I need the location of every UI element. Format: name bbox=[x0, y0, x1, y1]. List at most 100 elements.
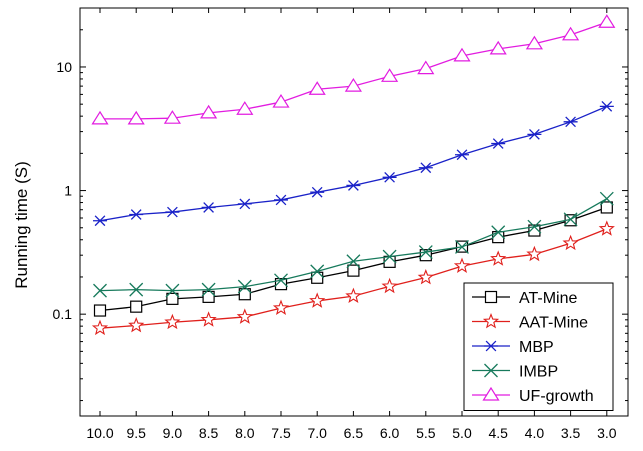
legend-item: MBP bbox=[472, 339, 554, 356]
legend-label: AT-Mine bbox=[519, 290, 577, 307]
legend-box bbox=[463, 282, 614, 411]
x-tick-label: 5.5 bbox=[416, 425, 436, 441]
data-point bbox=[563, 116, 578, 128]
x-tick-label: 9.5 bbox=[126, 425, 146, 441]
data-point bbox=[484, 340, 498, 352]
data-point bbox=[491, 138, 506, 149]
x-tick-label: 4.5 bbox=[488, 425, 508, 441]
data-point bbox=[308, 81, 326, 95]
data-point bbox=[345, 287, 362, 304]
data-point bbox=[382, 171, 397, 183]
data-point bbox=[453, 257, 471, 273]
legend-label: IMBP bbox=[519, 364, 558, 381]
x-tick-label: 4.0 bbox=[525, 425, 545, 441]
data-point bbox=[527, 219, 542, 234]
data-point bbox=[310, 186, 325, 198]
plot-border bbox=[79, 7, 629, 417]
data-point bbox=[163, 110, 181, 124]
x-tick-label: 6.0 bbox=[380, 425, 400, 441]
data-point bbox=[381, 277, 398, 294]
data-point bbox=[599, 191, 614, 206]
data-point bbox=[272, 93, 290, 108]
data-point bbox=[382, 249, 397, 264]
data-point bbox=[236, 308, 253, 324]
data-point bbox=[347, 264, 360, 277]
data-point bbox=[383, 255, 396, 268]
data-point bbox=[202, 290, 215, 303]
y-tick-label: 0.1 bbox=[53, 306, 73, 322]
legend-label: MBP bbox=[519, 339, 554, 356]
data-point bbox=[237, 279, 252, 294]
data-point bbox=[455, 239, 469, 254]
data-point bbox=[346, 254, 361, 269]
data-point bbox=[165, 206, 180, 218]
series-imbp bbox=[93, 191, 614, 298]
y-tick-label: 1 bbox=[64, 183, 72, 199]
data-point bbox=[528, 224, 541, 237]
data-point bbox=[238, 288, 251, 301]
data-point bbox=[201, 202, 216, 213]
x-tick-label: 9.0 bbox=[163, 425, 183, 441]
data-point bbox=[489, 40, 507, 55]
y-tick-label: 10 bbox=[56, 59, 72, 75]
data-point bbox=[128, 316, 145, 333]
data-point bbox=[417, 60, 435, 75]
data-point bbox=[91, 110, 109, 125]
data-point bbox=[311, 271, 324, 284]
y-axis-title: Running time (S) bbox=[12, 161, 31, 289]
data-point bbox=[484, 290, 498, 304]
data-point bbox=[93, 283, 107, 298]
data-point bbox=[127, 110, 145, 125]
data-point bbox=[490, 250, 507, 266]
x-tick-label: 10.0 bbox=[86, 425, 113, 441]
data-point bbox=[166, 292, 179, 305]
data-point bbox=[129, 282, 144, 297]
data-point bbox=[200, 104, 218, 119]
data-point bbox=[272, 299, 290, 315]
data-point bbox=[491, 225, 506, 240]
legend-item: AAT-Mine bbox=[472, 312, 588, 332]
data-point bbox=[310, 264, 325, 279]
legend-item: AT-Mine bbox=[472, 290, 577, 307]
data-point bbox=[598, 220, 615, 236]
x-tick-label: 3.5 bbox=[561, 425, 581, 441]
series-layer bbox=[91, 14, 616, 336]
data-point bbox=[236, 101, 254, 115]
data-point bbox=[344, 77, 362, 92]
data-point bbox=[129, 209, 144, 220]
series-line bbox=[100, 21, 608, 120]
data-point bbox=[600, 201, 613, 214]
series-mbp bbox=[93, 101, 614, 227]
legend: AT-Mine AAT-Mine MBP IMBP UF-growth bbox=[463, 282, 614, 411]
legend-item: UF-growth bbox=[472, 386, 594, 405]
data-point bbox=[418, 245, 433, 260]
x-tick-label: 8.5 bbox=[199, 425, 219, 441]
data-point bbox=[165, 283, 180, 298]
data-point bbox=[274, 194, 288, 206]
x-tick-label: 5.0 bbox=[452, 425, 472, 441]
data-point bbox=[381, 68, 399, 82]
data-point bbox=[562, 26, 580, 41]
data-point bbox=[453, 47, 471, 62]
x-tick-label: 6.5 bbox=[344, 425, 364, 441]
data-point bbox=[482, 386, 500, 401]
data-point bbox=[417, 268, 434, 285]
plot-area bbox=[79, 7, 629, 417]
data-point bbox=[237, 198, 252, 210]
data-point bbox=[274, 278, 288, 291]
data-point bbox=[598, 14, 616, 28]
data-point bbox=[482, 312, 500, 329]
data-point bbox=[274, 273, 288, 288]
data-point bbox=[309, 292, 326, 308]
axes: 10.0 9.5 9.0 8.5 8.0 7.5 7.0 6.5 6.0 5.5 5.0 4.5 4.0… bbox=[53, 7, 628, 441]
legend-label: UF-growth bbox=[519, 388, 594, 405]
x-tick-label: 7.0 bbox=[307, 425, 327, 441]
x-tick-label: 7.5 bbox=[271, 425, 291, 441]
data-point bbox=[526, 245, 543, 262]
data-point bbox=[418, 162, 433, 174]
data-point bbox=[93, 215, 107, 227]
legend-item: IMBP bbox=[472, 364, 558, 381]
x-tick-label: 3.0 bbox=[597, 425, 617, 441]
data-point bbox=[527, 128, 542, 140]
